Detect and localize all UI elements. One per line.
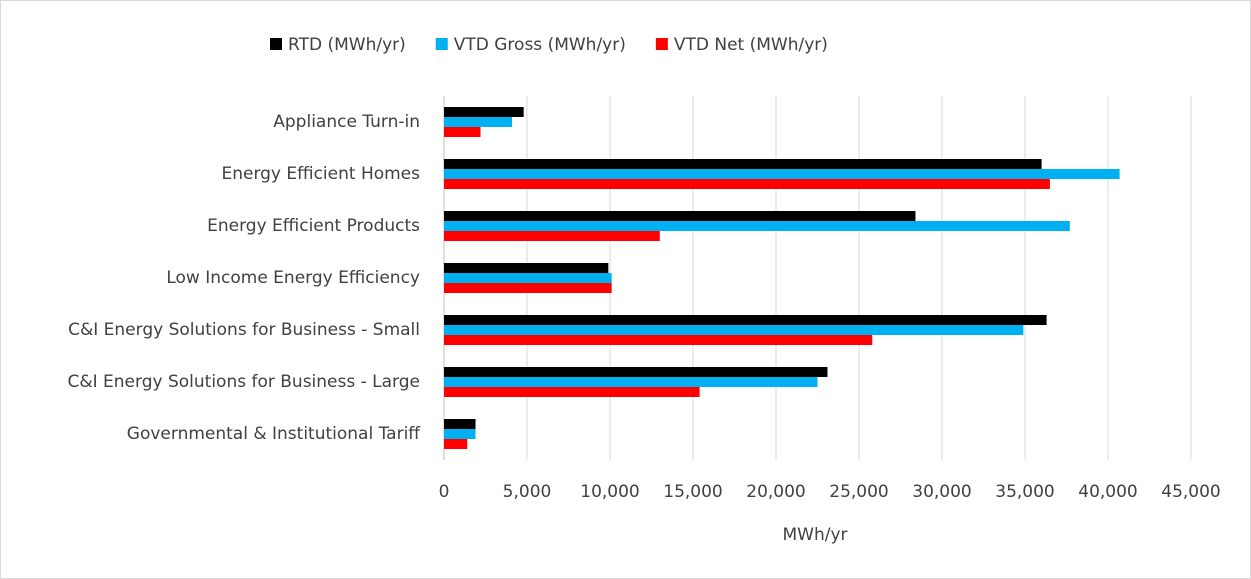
bar bbox=[444, 419, 476, 429]
legend-swatch bbox=[655, 38, 668, 50]
bar bbox=[444, 211, 916, 221]
bar bbox=[444, 117, 513, 127]
y-tick-label: Governmental & Institutional Tariff bbox=[127, 424, 422, 444]
legend-swatch bbox=[270, 38, 282, 50]
legend-label: VTD Net (MWh/yr) bbox=[674, 35, 828, 55]
bar bbox=[444, 283, 612, 293]
x-tick-label: 0 bbox=[439, 482, 450, 502]
x-tick-label: 15,000 bbox=[663, 482, 722, 502]
bar bbox=[444, 335, 873, 345]
bar bbox=[444, 263, 609, 273]
legend-label: RTD (MWh/yr) bbox=[288, 35, 406, 55]
x-tick-label: 10,000 bbox=[580, 482, 639, 502]
bar bbox=[444, 429, 476, 439]
bar bbox=[444, 159, 1042, 169]
y-tick-label: Appliance Turn-in bbox=[273, 112, 420, 132]
x-tick-label: 20,000 bbox=[746, 482, 805, 502]
bar bbox=[444, 107, 524, 117]
bar bbox=[444, 231, 660, 241]
bar bbox=[444, 439, 468, 449]
y-tick-label: C&I Energy Solutions for Business - Smal… bbox=[68, 320, 420, 340]
y-tick-label: C&I Energy Solutions for Business - Larg… bbox=[68, 372, 421, 392]
y-tick-label: Energy Efficient Products bbox=[207, 216, 420, 236]
x-tick-label: 45,000 bbox=[1161, 482, 1220, 502]
bar bbox=[444, 221, 1070, 231]
bar bbox=[444, 179, 1050, 189]
bar bbox=[444, 273, 612, 283]
bar bbox=[444, 127, 481, 137]
x-tick-label: 30,000 bbox=[912, 482, 971, 502]
x-tick-label: 35,000 bbox=[995, 482, 1054, 502]
x-tick-label: 40,000 bbox=[1078, 482, 1137, 502]
bar bbox=[444, 169, 1120, 179]
bar bbox=[444, 377, 818, 387]
bar bbox=[444, 367, 828, 377]
x-tick-label: 5,000 bbox=[503, 482, 552, 502]
bar bbox=[444, 315, 1047, 325]
x-tick-label: 25,000 bbox=[829, 482, 888, 502]
bar bbox=[444, 325, 1024, 335]
bar bbox=[444, 387, 700, 397]
y-tick-label: Low Income Energy Efficiency bbox=[166, 268, 420, 288]
legend-label: VTD Gross (MWh/yr) bbox=[454, 35, 626, 55]
x-axis-title: MWh/yr bbox=[782, 525, 847, 545]
legend-swatch bbox=[435, 38, 448, 50]
y-tick-label: Energy Efficient Homes bbox=[221, 164, 420, 184]
